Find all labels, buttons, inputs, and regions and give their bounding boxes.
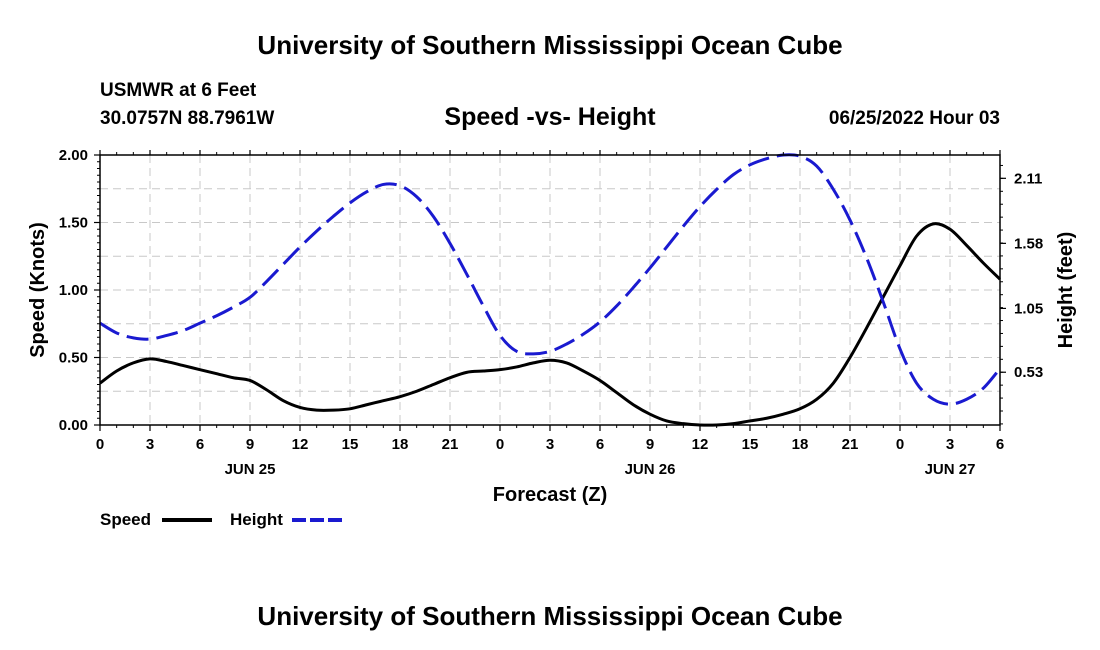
axis-layer: 0 3 6 9 12 15 18 21 0 3 6 9 12 15 18 21 0 3 6 JUN 25 JUN 26 J…: [59, 147, 1043, 478]
x-tick-label: 15: [742, 436, 759, 453]
series-layer: [99, 153, 1002, 427]
x-tick-label: 12: [692, 436, 709, 453]
y2-tick-label: 1.58: [1014, 235, 1043, 252]
y-tick-label: 2.00: [59, 147, 88, 164]
series-line-speed: [99, 222, 1002, 427]
y-tick-label: 0.50: [59, 350, 88, 367]
x-tick-label: 9: [646, 436, 654, 453]
x-tick-label: 6: [196, 436, 204, 453]
x-tick-label: 3: [146, 436, 154, 453]
footer-title: University of Southern Mississippi Ocean…: [257, 601, 842, 631]
page-title: University of Southern Mississippi Ocean…: [257, 30, 842, 60]
x-tick-label: 0: [896, 436, 904, 453]
y-axis-title: Speed (Knots): [27, 222, 49, 358]
x-tick-label: 12: [292, 436, 309, 453]
y2-tick-label: 2.11: [1014, 170, 1042, 187]
y2-axis-title: Height (feet): [1055, 232, 1077, 349]
y2-tick-label: 0.53: [1014, 364, 1043, 381]
x-tick-label: 21: [842, 436, 859, 453]
station-label: USMWR at 6 Feet: [100, 80, 257, 101]
y-tick-label: 0.00: [59, 417, 88, 434]
station-coords: 30.0757N 88.7961W: [100, 108, 274, 129]
grid-lines: [100, 155, 1000, 425]
date-label: JUN 25: [225, 461, 276, 478]
y2-tick-label: 1.05: [1014, 300, 1043, 317]
x-tick-label: 6: [996, 436, 1004, 453]
series-line-height: [99, 153, 1002, 406]
x-tick-label: 21: [442, 436, 459, 453]
x-tick-label: 18: [392, 436, 409, 453]
x-tick-label: 0: [496, 436, 504, 453]
date-label: JUN 26: [625, 461, 676, 478]
x-tick-label: 0: [96, 436, 104, 453]
y-tick-label: 1.50: [59, 215, 88, 232]
x-tick-label: 3: [546, 436, 554, 453]
legend-label-speed: Speed: [100, 510, 151, 529]
x-tick-label: 18: [792, 436, 809, 453]
y-tick-label: 1.00: [59, 282, 88, 299]
x-axis-title: Forecast (Z): [493, 484, 607, 506]
x-tick-label: 3: [946, 436, 954, 453]
x-tick-label: 9: [246, 436, 254, 453]
chart-title: Speed -vs- Height: [444, 103, 656, 131]
legend-label-height: Height: [230, 510, 283, 529]
x-tick-label: 15: [342, 436, 359, 453]
x-tick-label: 6: [596, 436, 604, 453]
legend: Speed Height: [100, 510, 342, 529]
forecast-datetime: 06/25/2022 Hour 03: [829, 108, 1000, 129]
date-label: JUN 27: [925, 461, 976, 478]
